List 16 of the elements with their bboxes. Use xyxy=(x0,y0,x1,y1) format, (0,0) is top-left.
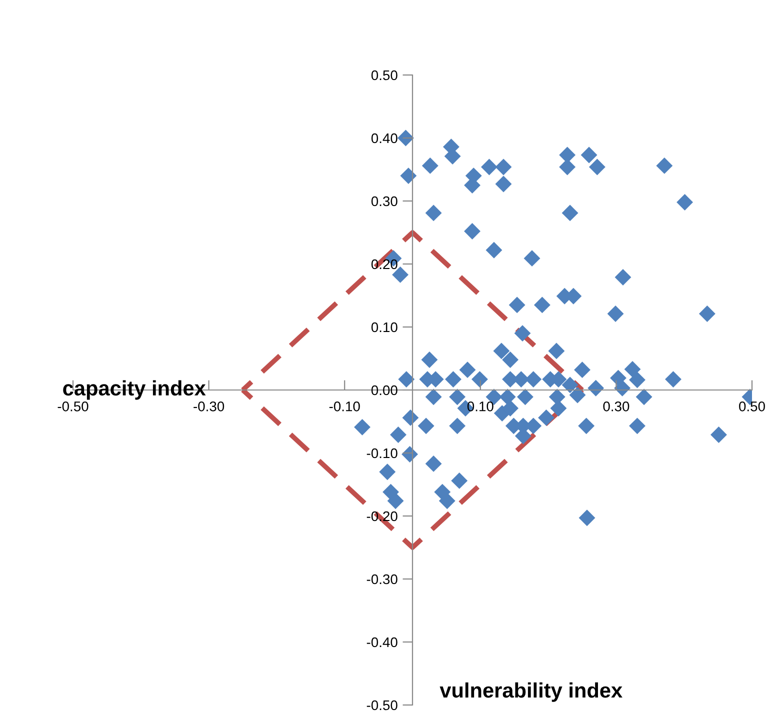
x-tick-label: -0.30 xyxy=(194,401,224,412)
y-tick-label: 0.10 xyxy=(371,322,398,332)
x-axis-title: capacity index xyxy=(63,380,206,400)
y-tick-label: -0.30 xyxy=(366,574,398,584)
x-tick-label: -0.10 xyxy=(329,401,360,412)
x-tick-label: 0.50 xyxy=(739,401,765,412)
y-axis-title: vulnerability index xyxy=(440,682,622,702)
y-tick-label: 0.50 xyxy=(371,70,398,80)
x-tick-label: -0.50 xyxy=(58,401,88,412)
y-tick-label: 0.30 xyxy=(371,196,398,206)
y-tick-label: -0.10 xyxy=(366,448,398,458)
y-tick-label: -0.50 xyxy=(366,700,398,710)
x-tick-label: 0.30 xyxy=(603,401,630,412)
y-tick-label: 0.40 xyxy=(371,133,398,144)
y-tick-label: -0.40 xyxy=(366,637,398,648)
y-tick-label: 0.00 xyxy=(371,385,398,396)
